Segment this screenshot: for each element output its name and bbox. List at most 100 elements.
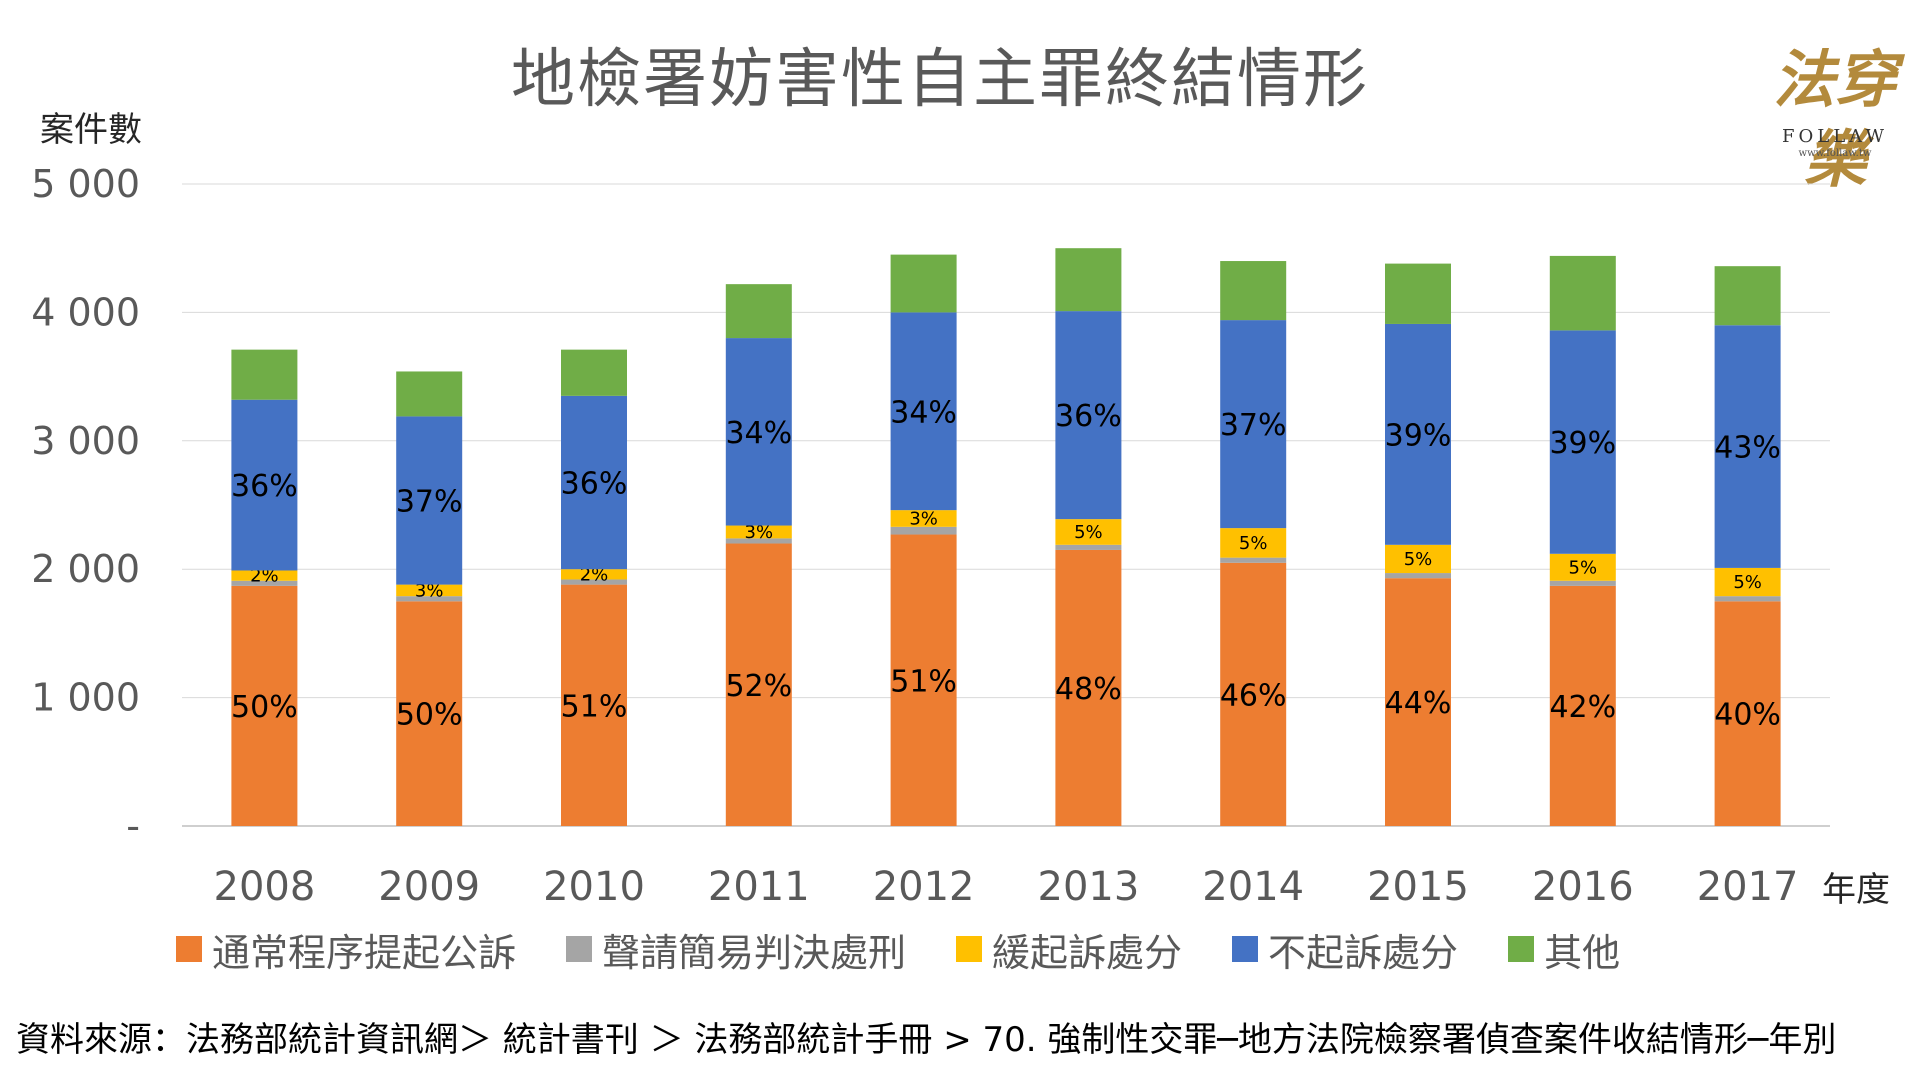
y-tick-label: 3 000 xyxy=(31,419,140,463)
bar-segment xyxy=(1714,596,1781,602)
data-label: 3% xyxy=(909,508,938,529)
x-tick-label: 2013 xyxy=(1038,864,1140,910)
bar-segment xyxy=(396,371,463,417)
bar-segment xyxy=(1714,601,1781,826)
x-axis-unit-label: 年度 xyxy=(1822,870,1890,910)
bar-segment xyxy=(1385,578,1451,826)
bar-segment xyxy=(1549,580,1616,586)
bar-segment xyxy=(1220,320,1287,529)
bar-segment xyxy=(1714,266,1781,326)
bar-segment xyxy=(1385,263,1451,324)
bar-segment xyxy=(1385,544,1451,574)
data-label: 5% xyxy=(1404,549,1433,570)
data-label: 34% xyxy=(725,416,792,451)
bar-segment xyxy=(396,596,463,602)
y-tick-label: 4 000 xyxy=(31,290,140,334)
legend-label: 其他 xyxy=(1544,930,1621,975)
data-label: 39% xyxy=(1385,418,1452,453)
bar-segment xyxy=(1220,557,1287,563)
data-label: 36% xyxy=(561,467,628,502)
data-label: 51% xyxy=(890,664,957,699)
legend-swatch xyxy=(1508,936,1535,962)
data-label: 5% xyxy=(1239,533,1268,554)
bar-segment xyxy=(890,254,957,313)
bar-segment xyxy=(725,538,792,544)
data-label: 50% xyxy=(396,698,463,733)
legend-entry: 通常程序提起公訴 xyxy=(176,922,516,977)
data-label: 3% xyxy=(415,580,444,601)
data-label: 44% xyxy=(1385,686,1452,721)
legend-label: 緩起訴處分 xyxy=(992,930,1183,975)
y-tick-label: 2 000 xyxy=(31,547,140,591)
x-tick-label: 2014 xyxy=(1202,864,1304,910)
x-tick-label: 2010 xyxy=(543,864,645,910)
bar-segment xyxy=(1055,549,1122,826)
y-tick-label: - xyxy=(126,804,140,848)
data-label: 2% xyxy=(580,564,609,585)
legend-swatch xyxy=(956,936,983,962)
x-tick-label: 2016 xyxy=(1532,864,1634,910)
bar-segment xyxy=(561,395,627,570)
legend-label: 聲請簡易判決處刑 xyxy=(602,930,907,975)
bar-segment xyxy=(725,338,792,526)
bar-segment xyxy=(1549,330,1616,554)
legend-entry: 其他 xyxy=(1508,922,1620,977)
bar-segment xyxy=(396,601,463,826)
y-tick-label: 1 000 xyxy=(31,676,140,720)
data-label: 40% xyxy=(1714,698,1781,733)
logo-name: FOLLAW xyxy=(1782,126,1888,147)
bar-segment xyxy=(231,349,298,400)
data-label: 36% xyxy=(231,469,298,504)
bar-segment xyxy=(231,585,298,826)
legend-swatch xyxy=(176,936,202,962)
data-label: 39% xyxy=(1549,426,1616,461)
bar-segment xyxy=(1055,519,1122,545)
data-label: 34% xyxy=(890,395,957,430)
legend-entry: 緩起訴處分 xyxy=(956,922,1182,977)
data-label: 5% xyxy=(1074,522,1103,543)
x-tick-label: 2009 xyxy=(378,864,480,910)
bar-segment xyxy=(231,570,298,581)
bar-segment xyxy=(1549,585,1616,826)
bar-segment xyxy=(231,399,298,571)
data-label: 42% xyxy=(1549,690,1616,725)
legend-swatch xyxy=(566,936,593,962)
bar-segment xyxy=(1385,573,1451,579)
legend-swatch xyxy=(1232,936,1259,962)
bar-segment xyxy=(890,510,957,527)
bar-segment xyxy=(396,584,463,597)
y-axis-unit-label: 案件數 xyxy=(40,110,142,150)
bar-segment xyxy=(1055,544,1122,550)
bar-segment xyxy=(725,525,792,539)
bar-segment xyxy=(1055,311,1122,520)
bar-segment xyxy=(1220,528,1287,558)
data-label: 37% xyxy=(396,485,463,520)
bar-segment xyxy=(890,312,957,511)
bar-segment xyxy=(561,584,627,826)
data-label: 52% xyxy=(725,669,792,704)
data-label: 2% xyxy=(250,566,279,587)
bar-segment xyxy=(1385,323,1451,545)
bar-segment xyxy=(396,416,463,585)
data-label: 48% xyxy=(1055,672,1122,707)
chart-title: 地檢署妨害性自主罪終結情形 xyxy=(511,43,1369,117)
data-label: 50% xyxy=(231,690,298,725)
bar-segment xyxy=(725,284,792,339)
x-tick-label: 2012 xyxy=(873,864,975,910)
bar-segment xyxy=(561,579,627,585)
data-label: 36% xyxy=(1055,399,1122,434)
logo-url: www.follaw.tw xyxy=(1798,148,1872,159)
bar-segment xyxy=(1714,567,1781,597)
chart-legend: 通常程序提起公訴 聲請簡易判決處刑 緩起訴處分 不起訴處分 其他 xyxy=(176,922,1670,977)
bar-segment xyxy=(1220,562,1287,826)
data-label: 43% xyxy=(1714,431,1781,466)
bar-segment xyxy=(231,580,298,586)
x-tick-label: 2017 xyxy=(1697,864,1799,910)
data-label: 51% xyxy=(561,689,628,724)
x-tick-label: 2011 xyxy=(708,864,810,910)
bar-segment xyxy=(1549,553,1616,581)
legend-entry: 不起訴處分 xyxy=(1232,922,1458,977)
source-note: 資料來源：法務部統計資訊網＞ 統計書刊 ＞ 法務部統計手冊 > 70. 強制性交… xyxy=(16,1020,1837,1060)
legend-label: 不起訴處分 xyxy=(1268,930,1459,975)
